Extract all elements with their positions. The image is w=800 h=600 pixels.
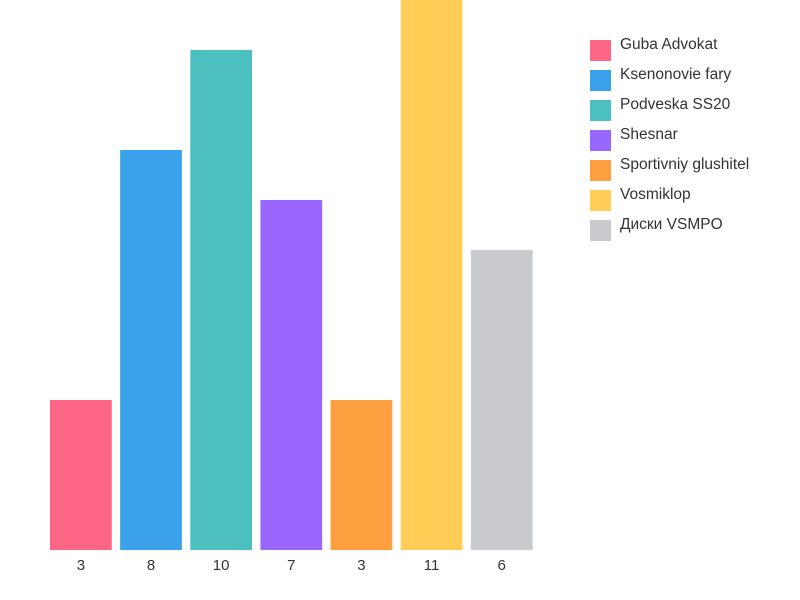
- value-label-0: 3: [77, 557, 85, 574]
- bar-2: [190, 50, 253, 550]
- value-label-5: 11: [424, 557, 440, 574]
- legend-item-0: Guba Advokat: [590, 34, 749, 64]
- legend-label-5: Vosmiklop: [620, 186, 691, 203]
- legend-item-2: Podveska SS20: [590, 94, 749, 124]
- legend-item-6: Диски VSMPO: [590, 214, 749, 244]
- legend: Guba Advokat Ksenonovie fary Podveska SS20…: [590, 34, 749, 244]
- legend-label-1: Ksenonovie fary: [620, 66, 732, 83]
- legend-swatch-5: [590, 190, 611, 211]
- bar-1: [120, 150, 182, 550]
- bar-5: [400, 0, 463, 550]
- legend-swatch-1: [590, 70, 611, 91]
- bar-0: [50, 400, 112, 550]
- legend-label-2: Podveska SS20: [620, 96, 731, 113]
- legend-swatch-6: [590, 220, 611, 241]
- bar-6: [470, 250, 533, 550]
- legend-label-4: Sportivniy glushitel: [620, 156, 750, 173]
- value-label-1: 8: [147, 557, 155, 574]
- legend-label-0: Guba Advokat: [620, 36, 718, 53]
- legend-item-5: Vosmiklop: [590, 184, 749, 214]
- bar-4: [330, 400, 393, 550]
- legend-item-3: Shesnar: [590, 124, 749, 154]
- legend-swatch-0: [590, 40, 611, 61]
- value-label-4: 3: [357, 557, 365, 574]
- value-label-3: 7: [287, 557, 295, 574]
- legend-swatch-2: [590, 100, 611, 121]
- bar-3: [260, 200, 323, 550]
- legend-swatch-4: [590, 160, 611, 181]
- legend-item-1: Ksenonovie fary: [590, 64, 749, 94]
- value-label-2: 10: [213, 557, 230, 574]
- legend-item-4: Sportivniy glushitel: [590, 154, 749, 184]
- value-label-6: 6: [498, 557, 506, 574]
- legend-label-3: Shesnar: [620, 126, 678, 143]
- legend-swatch-3: [590, 130, 611, 151]
- legend-label-6: Диски VSMPO: [620, 216, 723, 233]
